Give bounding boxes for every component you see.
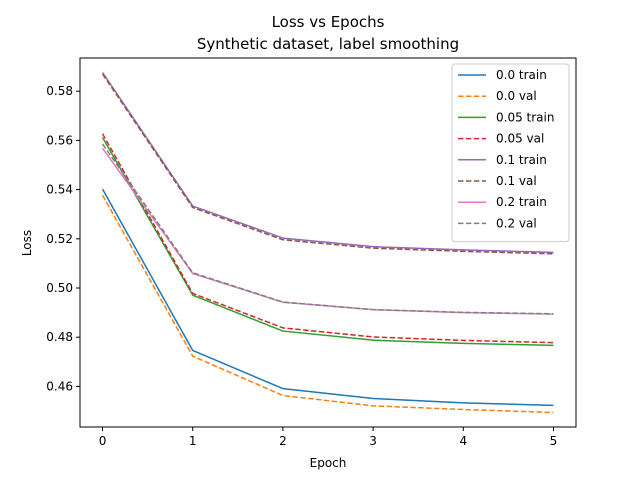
x-axis-label: Epoch <box>310 456 347 470</box>
chart-title: Loss vs Epochs <box>272 13 385 31</box>
series-line-0-1-val <box>101 73 554 255</box>
legend-item-label: 0.05 val <box>496 132 544 146</box>
legend-item-label: 0.05 train <box>496 110 554 124</box>
x-tick-label: 0 <box>99 434 107 448</box>
x-tick-label: 3 <box>369 434 377 448</box>
y-tick-label: 0.52 <box>46 232 73 246</box>
y-tick-label: 0.48 <box>46 330 73 344</box>
legend-item-label: 0.0 val <box>496 89 537 103</box>
legend-item-label: 0.2 val <box>496 216 537 230</box>
legend-item-label: 0.2 train <box>496 195 547 209</box>
y-tick-label: 0.58 <box>46 84 73 98</box>
legend-item-label: 0.1 train <box>496 153 547 167</box>
y-tick-label: 0.56 <box>46 133 73 147</box>
legend: 0.0 train 0.0 val 0.05 train 0.05 val 0.1 tr… <box>451 63 570 243</box>
x-tick-label: 4 <box>459 434 467 448</box>
x-axis: 0 1 2 3 4 5 <box>99 427 558 448</box>
y-axis-label: Loss <box>20 230 34 256</box>
plot-frame <box>79 57 577 428</box>
y-tick-label: 0.46 <box>46 379 73 393</box>
series-line-0-0-val <box>101 194 554 414</box>
x-tick-label: 5 <box>550 434 558 448</box>
y-tick-label: 0.50 <box>46 281 73 295</box>
series-lines <box>101 72 554 414</box>
x-tick-label: 1 <box>189 434 197 448</box>
chart-subtitle: Synthetic dataset, label smoothing <box>197 35 459 53</box>
legend-box <box>451 63 570 243</box>
y-tick-label: 0.54 <box>46 183 73 197</box>
series-line-0-0-train <box>101 188 554 407</box>
x-tick-label: 2 <box>279 434 287 448</box>
series-line-0-1-train <box>101 72 554 254</box>
series-line-0-05-val <box>101 133 554 344</box>
y-axis: 0.46 0.48 0.50 0.52 0.54 0.56 0.58 <box>46 84 80 393</box>
series-line-0-05-train <box>101 137 554 347</box>
series-line-0-2-val <box>101 143 554 315</box>
legend-item-label: 0.1 val <box>496 174 537 188</box>
legend-item-label: 0.0 train <box>496 68 547 82</box>
